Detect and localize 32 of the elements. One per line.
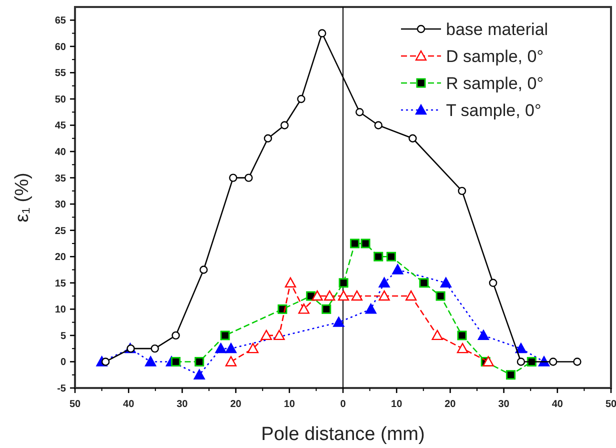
y-tick-label: 25 [54, 226, 66, 237]
y-tick-label: 0 [60, 357, 66, 368]
legend-label: T sample, 0° [446, 101, 542, 120]
legend-label: base material [446, 20, 548, 39]
x-tick-label: 20 [444, 399, 456, 410]
y-tick-label: 50 [54, 94, 66, 106]
y-tick-label: 45 [54, 120, 66, 132]
y-tick-label: 30 [54, 200, 66, 211]
y-tick-label: 35 [54, 173, 66, 184]
x-tick-label: 20 [230, 399, 242, 410]
legend-label: D sample, 0° [446, 47, 544, 66]
x-tick-label: 40 [123, 399, 135, 410]
y-tick-label: 10 [54, 304, 66, 316]
x-tick-label: 50 [605, 399, 616, 410]
y-tick-label: 55 [54, 68, 66, 80]
x-tick-label: 10 [284, 399, 296, 410]
y-tick-label: 15 [54, 278, 66, 290]
y-tick-label: 5 [60, 330, 66, 342]
y-tick-label: 60 [54, 42, 66, 53]
x-tick-label: 30 [176, 399, 188, 410]
y-tick-label: 20 [54, 252, 66, 264]
x-tick-label: 30 [498, 399, 510, 410]
legend-label: R sample, 0° [446, 74, 544, 93]
y-tick-label: -5 [57, 384, 66, 394]
x-axis-title: Pole distance (mm) [261, 424, 425, 445]
y-tick-label: 40 [54, 147, 66, 158]
x-tick-label: 50 [69, 399, 81, 410]
x-tick-label: 0 [340, 399, 346, 410]
x-tick-label: 10 [391, 399, 403, 410]
x-tick-label: 40 [552, 399, 564, 410]
y-axis-title: ε₁ (%) [12, 172, 33, 222]
y-tick-label: 65 [54, 16, 66, 27]
